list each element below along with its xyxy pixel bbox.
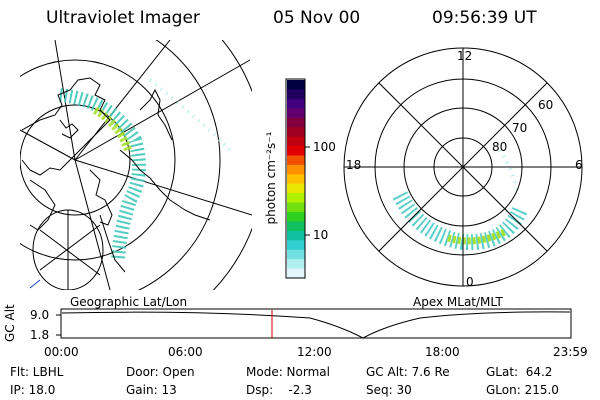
aurora-oval <box>59 78 232 261</box>
timeline-y-tick-top: 9.0 <box>30 308 50 322</box>
mlt-label-18: 18 <box>346 158 362 172</box>
info-filter: Flt: LBHL <box>10 365 64 379</box>
timeline-x-tick: 06:00 <box>168 345 203 359</box>
mlat-label-60: 60 <box>538 98 554 112</box>
mlt-label-6: 6 <box>575 158 583 172</box>
colorbar-tick-100: 100 <box>313 140 336 154</box>
nadir-footprint <box>32 209 104 290</box>
info-glon: GLon: 215.0 <box>486 383 559 397</box>
colorbar-unit-label: photon cm⁻²s⁻¹ <box>264 131 278 225</box>
date-label: 05 Nov 00 <box>273 8 361 28</box>
colorbar-stripe <box>287 259 305 270</box>
latitude-circles <box>20 40 252 290</box>
mlt-label-12: 12 <box>457 49 473 63</box>
coastlines <box>21 77 211 273</box>
instrument-title: Ultraviolet Imager <box>46 8 200 28</box>
time-label: 09:56:39 UT <box>432 8 537 28</box>
longitude-lines <box>20 40 252 290</box>
info-gc-alt: GC Alt: 7.6 Re <box>366 365 450 379</box>
colorbar-stripe <box>287 174 305 185</box>
timeline-x-tick: 23:59 <box>553 345 588 359</box>
info-seq: Seq: 30 <box>366 383 412 397</box>
colorbar-stripe <box>287 164 305 175</box>
colorbar-stripe <box>287 80 305 91</box>
timeline-x-tick: 18:00 <box>425 345 460 359</box>
timeline-y-tick-bottom: 1.8 <box>30 328 50 342</box>
info-dsp: Dsp: -2.3 <box>246 383 312 397</box>
colorbar-stripe <box>287 230 305 241</box>
colorbar-stripe <box>287 98 305 109</box>
info-mode: Mode: Normal <box>246 365 330 379</box>
info-ip: IP: 18.0 <box>10 383 56 397</box>
colorbar-stripe <box>287 155 305 166</box>
colorbar-stripe <box>287 193 305 204</box>
colorbar-stripe <box>287 221 305 232</box>
mlt-label-0: 0 <box>466 275 474 289</box>
colorbar-stripe <box>287 240 305 251</box>
colorbar-stripe <box>287 136 305 147</box>
colorbar-stripe <box>287 249 305 260</box>
mlat-label-70: 70 <box>512 121 528 135</box>
colorbar-stripe <box>287 202 305 213</box>
colorbar-stripe <box>287 212 305 223</box>
timeline-x-tick: 12:00 <box>297 345 332 359</box>
colorbar-stripe <box>287 127 305 138</box>
altitude-timeline <box>56 308 572 339</box>
colorbar-stripe <box>287 117 305 128</box>
geo-panel-caption: Geographic Lat/Lon <box>70 295 188 309</box>
geographic-map <box>20 40 252 290</box>
colorbar-stripe <box>287 89 305 100</box>
colorbar <box>285 78 310 279</box>
colorbar-tick-10: 10 <box>313 228 329 242</box>
timeline-x-tick: 00:00 <box>44 345 79 359</box>
colorbar-stripe <box>287 108 305 119</box>
colorbar-stripe <box>287 183 305 194</box>
apex-polar-plot <box>343 47 583 287</box>
info-glat: GLat: 64.2 <box>486 365 553 379</box>
colorbar-stripe <box>287 268 305 279</box>
timeline-y-label: GC Alt <box>3 304 17 342</box>
info-gain: Gain: 13 <box>126 383 177 397</box>
mlat-label-80: 80 <box>492 140 508 154</box>
colorbar-stripe <box>287 146 305 157</box>
apex-panel-caption: Apex MLat/MLT <box>413 295 503 309</box>
info-door: Door: Open <box>126 365 195 379</box>
